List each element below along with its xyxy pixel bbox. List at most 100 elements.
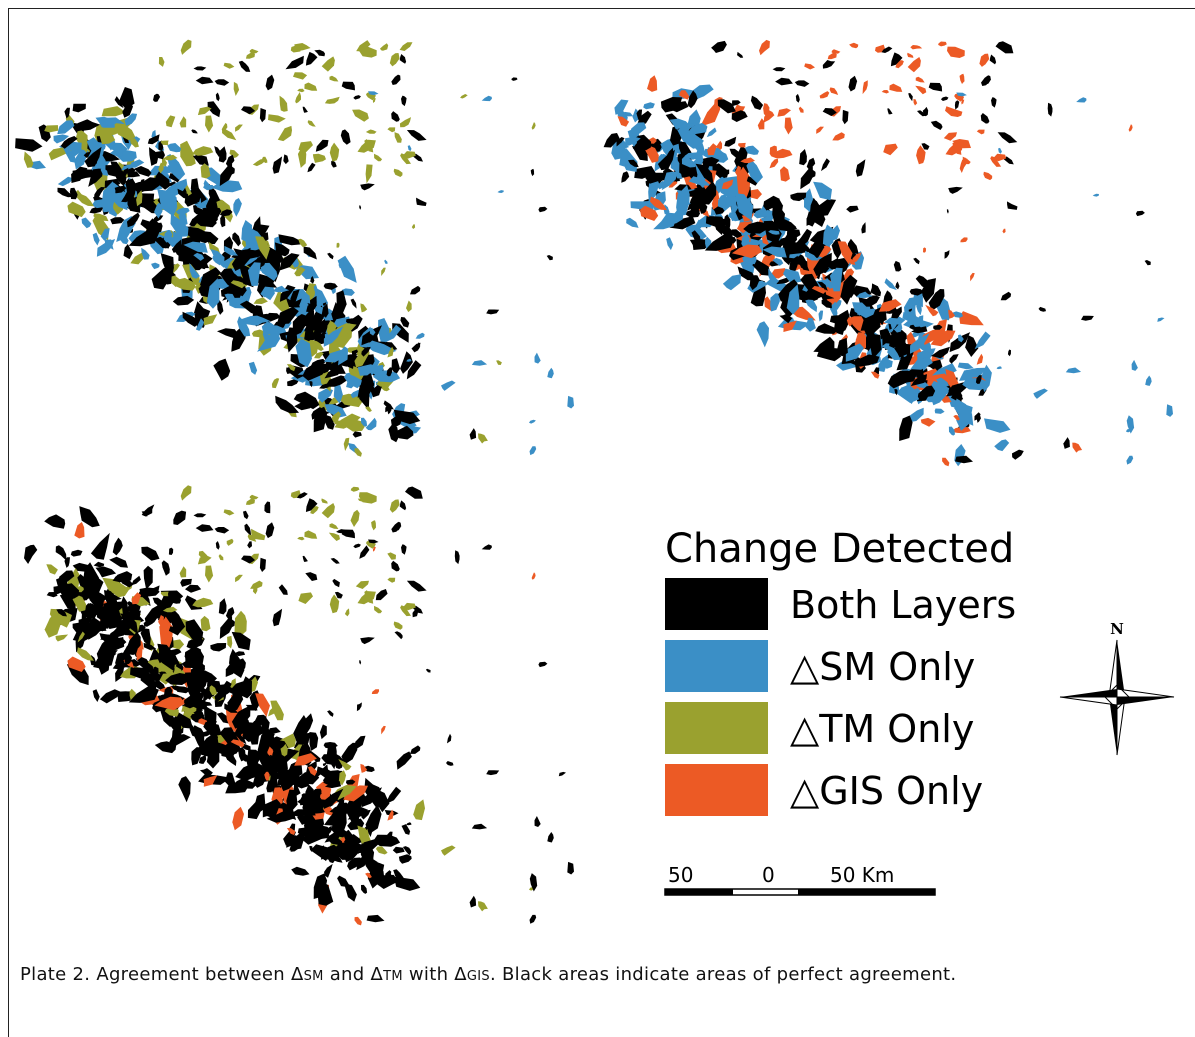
patch xyxy=(790,193,806,202)
patch xyxy=(151,263,159,270)
patch xyxy=(816,127,824,134)
patch xyxy=(57,120,74,134)
patch xyxy=(298,592,313,604)
patch xyxy=(908,93,913,101)
patch xyxy=(338,256,357,283)
patch xyxy=(308,120,316,126)
patch xyxy=(470,428,477,440)
patch xyxy=(975,332,991,350)
patch xyxy=(246,498,255,505)
patch xyxy=(413,799,425,820)
patch xyxy=(984,418,1011,433)
patch xyxy=(941,97,949,102)
patch xyxy=(395,631,403,639)
patch xyxy=(250,495,259,499)
patch xyxy=(393,847,405,854)
patch xyxy=(381,726,386,735)
legend-swatch xyxy=(665,578,768,630)
patch xyxy=(400,500,406,510)
patch xyxy=(773,67,786,71)
patch xyxy=(413,609,420,618)
patch xyxy=(770,159,779,169)
scale-bar: 50 0 50 Km xyxy=(665,863,935,895)
scale-label: 50 xyxy=(668,863,693,887)
patch xyxy=(426,669,431,673)
patch xyxy=(390,499,400,512)
patch xyxy=(1048,103,1053,117)
patch xyxy=(153,94,160,102)
patch xyxy=(280,96,288,112)
patch xyxy=(56,545,67,561)
patch xyxy=(626,218,638,228)
patch xyxy=(990,55,996,65)
patch xyxy=(970,273,975,282)
patch xyxy=(482,96,492,101)
patch xyxy=(751,96,763,110)
patch xyxy=(224,63,235,69)
patch xyxy=(359,492,377,503)
patch xyxy=(1001,292,1011,301)
patch xyxy=(304,247,317,260)
patch xyxy=(385,787,401,805)
patch xyxy=(73,104,86,113)
patch xyxy=(894,261,902,272)
patch xyxy=(374,606,382,613)
patch xyxy=(352,110,369,122)
patch xyxy=(303,107,308,113)
patch xyxy=(185,585,201,593)
patch xyxy=(359,46,377,57)
patch xyxy=(795,80,810,87)
patch xyxy=(796,94,800,103)
patch xyxy=(732,100,741,106)
patch xyxy=(938,42,947,47)
patch xyxy=(93,689,100,702)
patch xyxy=(394,169,403,177)
patch xyxy=(994,439,1009,451)
patch xyxy=(538,662,547,667)
patch xyxy=(981,76,990,86)
patch xyxy=(757,321,769,347)
patch xyxy=(478,433,488,443)
patch xyxy=(219,554,224,560)
patch xyxy=(298,239,307,247)
patch xyxy=(45,613,63,638)
patch xyxy=(201,163,211,178)
patch xyxy=(629,122,646,136)
patch xyxy=(470,896,477,908)
patch xyxy=(70,188,78,199)
patch xyxy=(198,556,212,565)
patch xyxy=(820,91,830,98)
patch xyxy=(217,328,238,339)
patch xyxy=(307,163,315,172)
patch xyxy=(227,539,234,546)
patch xyxy=(278,126,292,141)
patch xyxy=(1076,97,1086,102)
patch xyxy=(366,164,373,183)
patch xyxy=(955,100,959,109)
patch xyxy=(286,327,297,352)
scale-label: 50 Km xyxy=(830,863,894,887)
patch xyxy=(496,360,502,365)
patch xyxy=(331,558,340,564)
patch xyxy=(113,538,123,556)
patch xyxy=(330,76,339,82)
patch xyxy=(205,116,213,133)
patch xyxy=(406,301,412,313)
patch xyxy=(341,129,351,144)
patch xyxy=(215,79,230,86)
patch xyxy=(830,87,839,95)
patch xyxy=(391,522,400,532)
patch xyxy=(836,338,848,356)
patch xyxy=(159,57,165,67)
patch xyxy=(870,283,881,296)
patch xyxy=(234,82,239,96)
patch xyxy=(724,137,736,147)
patch xyxy=(863,80,868,94)
patch xyxy=(1166,404,1173,417)
patch xyxy=(141,547,159,561)
patch xyxy=(1012,450,1024,460)
patch xyxy=(196,77,214,85)
patch xyxy=(387,552,396,559)
patch xyxy=(887,108,892,114)
patch xyxy=(94,562,105,568)
